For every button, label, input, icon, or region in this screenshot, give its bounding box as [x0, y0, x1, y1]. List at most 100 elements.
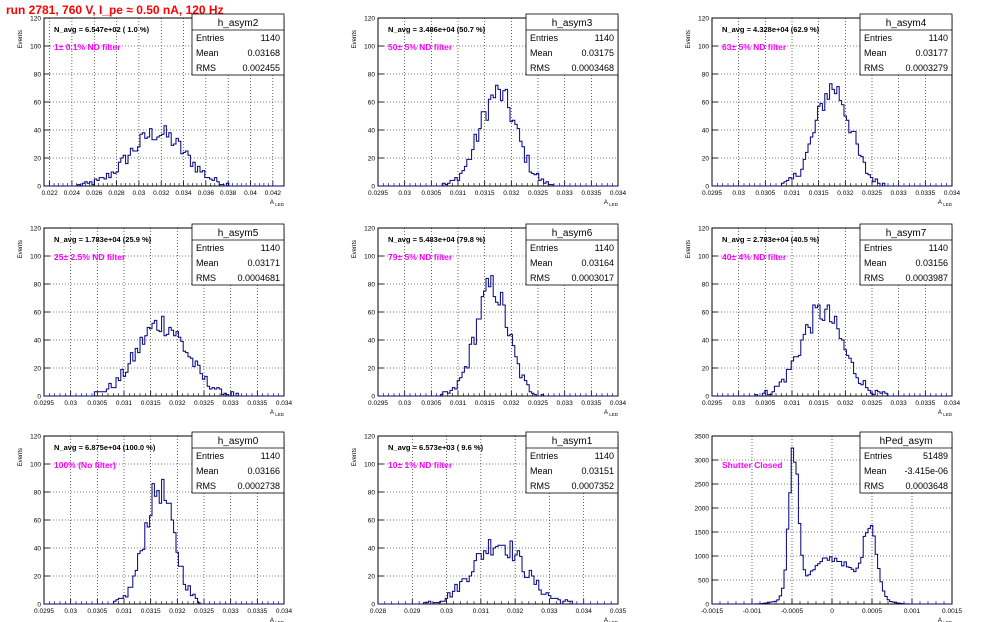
y-tick-label: 100 — [364, 44, 375, 51]
x-tick-label: 0.0015 — [942, 608, 962, 615]
x-tick-label: 0.03 — [64, 400, 77, 407]
x-tick-label: 0.03 — [732, 190, 745, 197]
histogram-series — [44, 478, 284, 605]
stats-value: 0.0003468 — [571, 63, 614, 73]
stats-label: RMS — [530, 63, 550, 73]
x-tick-label: 0.0005 — [862, 608, 882, 615]
x-tick-label: 0.033 — [557, 400, 574, 407]
x-tick-label: 0.032 — [153, 190, 170, 197]
y-tick-label: 20 — [702, 366, 710, 373]
x-tick-label: 0.0315 — [809, 400, 829, 407]
y-tick-label: 120 — [698, 16, 709, 23]
stats-label: Entries — [864, 33, 893, 43]
x-tick-label: 0.031 — [784, 400, 801, 407]
x-tick-label: 0.0295 — [702, 190, 722, 197]
filter-note: Shutter Closed — [722, 460, 782, 470]
histogram-panel-h_asym7: 0.0295 0.03 0.0305 0.031 0.0315 0.032 0.0325 0.… — [686, 223, 961, 417]
stats-label: Mean — [864, 48, 887, 58]
filter-note: 50± 5% ND filter — [388, 42, 453, 52]
x-tick-label: 0.0335 — [247, 608, 267, 615]
stats-label: Mean — [196, 466, 219, 476]
stats-label: Entries — [530, 33, 559, 43]
navg-label: N_avg = 6.875e+04 (100.0 %) — [54, 443, 156, 452]
stats-label: Mean — [196, 258, 219, 268]
histogram-panel-h_asym3: 0.0295 0.03 0.0305 0.031 0.0315 0.032 0.0325 0.… — [352, 13, 627, 207]
x-axis-title-sub: LED — [943, 620, 953, 622]
filter-note: 1± 0.1% ND filter — [54, 42, 121, 52]
navg-label: N_avg = 1.783e+04 (25.9 %) — [54, 235, 152, 244]
x-axis-title: A LED — [604, 200, 619, 207]
x-axis-title-main: A — [938, 200, 943, 206]
stats-value: 1140 — [595, 33, 614, 43]
x-tick-label: 0.034 — [276, 608, 293, 615]
x-tick-label: -0.0005 — [781, 608, 803, 615]
y-tick-label: 20 — [34, 156, 42, 163]
stats-label: Entries — [196, 243, 225, 253]
stats-value: 0.0003279 — [905, 63, 948, 73]
histogram-panel-hPed_asym: -0.0015 -0.001 -0.0005 0 0.0005 0.001 0.0015 0 5… — [695, 431, 962, 622]
y-tick-label: 60 — [34, 310, 42, 317]
x-tick-label: 0.0305 — [755, 400, 775, 407]
y-tick-label: 40 — [702, 338, 710, 345]
navg-label: N_avg = 2.783e+04 (40.5 %) — [722, 235, 820, 244]
stats-label: RMS — [864, 63, 884, 73]
y-tick-label: 120 — [698, 226, 709, 233]
stats-value: -3.415e-06 — [904, 466, 948, 476]
stats-value: 0.03175 — [581, 48, 614, 58]
histogram-panel-h_asym5: 0.0295 0.03 0.0305 0.031 0.0315 0.032 0.0325 0.… — [18, 223, 293, 417]
x-axis-title-main: A — [270, 410, 275, 416]
y-tick-label: 60 — [368, 100, 376, 107]
stats-value: 51489 — [923, 451, 948, 461]
x-tick-label: 0.0305 — [421, 190, 441, 197]
stats-value: 0.0002738 — [237, 481, 280, 491]
stats-label: RMS — [530, 273, 550, 283]
x-tick-label: 0.0315 — [475, 190, 495, 197]
x-tick-label: 0.032 — [503, 400, 520, 407]
x-tick-label: 0.0295 — [702, 400, 722, 407]
x-axis-title-main: A — [938, 410, 943, 416]
y-tick-label: 500 — [698, 578, 709, 585]
x-axis-title-sub: LED — [943, 202, 953, 207]
x-tick-label: 0.034 — [610, 190, 627, 197]
histogram-series — [378, 84, 618, 187]
histogram-series — [44, 125, 284, 187]
x-tick-label: 0.0295 — [34, 400, 54, 407]
y-axis-title: Events — [352, 30, 358, 48]
stats-label: Mean — [864, 258, 887, 268]
navg-label: N_avg = 5.483e+04 (79.8 %) — [388, 235, 486, 244]
x-axis-title: A LED — [938, 618, 953, 622]
navg-label: N_avg = 4.328e+04 (62.9 %) — [722, 25, 820, 34]
x-axis-title: A LED — [270, 410, 285, 417]
stats-title: h_asym3 — [552, 18, 593, 29]
stats-label: Entries — [530, 243, 559, 253]
x-axis-title-sub: LED — [609, 620, 619, 622]
filter-note: 79± 5% ND filter — [388, 252, 453, 262]
y-tick-label: 100 — [364, 462, 375, 469]
x-tick-label: 0.0315 — [809, 190, 829, 197]
y-tick-label: 0 — [705, 184, 709, 191]
stats-box — [525, 431, 619, 494]
navg-label: N_avg = 3.486e+04 (50.7 %) — [388, 25, 486, 34]
x-tick-label: 0.031 — [473, 608, 490, 615]
filter-note: 100% (No filter) — [54, 460, 116, 470]
x-axis-title: A LED — [270, 618, 285, 622]
y-tick-label: 60 — [702, 100, 710, 107]
x-tick-label: 0.031 — [450, 400, 467, 407]
x-tick-label: 0.0295 — [368, 190, 388, 197]
stats-value: 0.0003987 — [905, 273, 948, 283]
y-tick-label: 100 — [30, 254, 41, 261]
x-tick-label: 0.038 — [220, 190, 237, 197]
y-tick-label: 100 — [698, 44, 709, 51]
y-tick-label: 60 — [368, 518, 376, 525]
y-tick-label: 100 — [30, 462, 41, 469]
x-tick-label: 0.033 — [891, 190, 908, 197]
y-tick-label: 2000 — [695, 506, 710, 513]
y-tick-label: 20 — [368, 366, 376, 373]
x-tick-label: 0.034 — [610, 400, 627, 407]
x-tick-label: 0.03 — [133, 190, 146, 197]
stats-label: Entries — [196, 451, 225, 461]
stats-label: RMS — [196, 63, 216, 73]
histogram-series — [378, 539, 618, 605]
y-tick-label: 60 — [34, 100, 42, 107]
